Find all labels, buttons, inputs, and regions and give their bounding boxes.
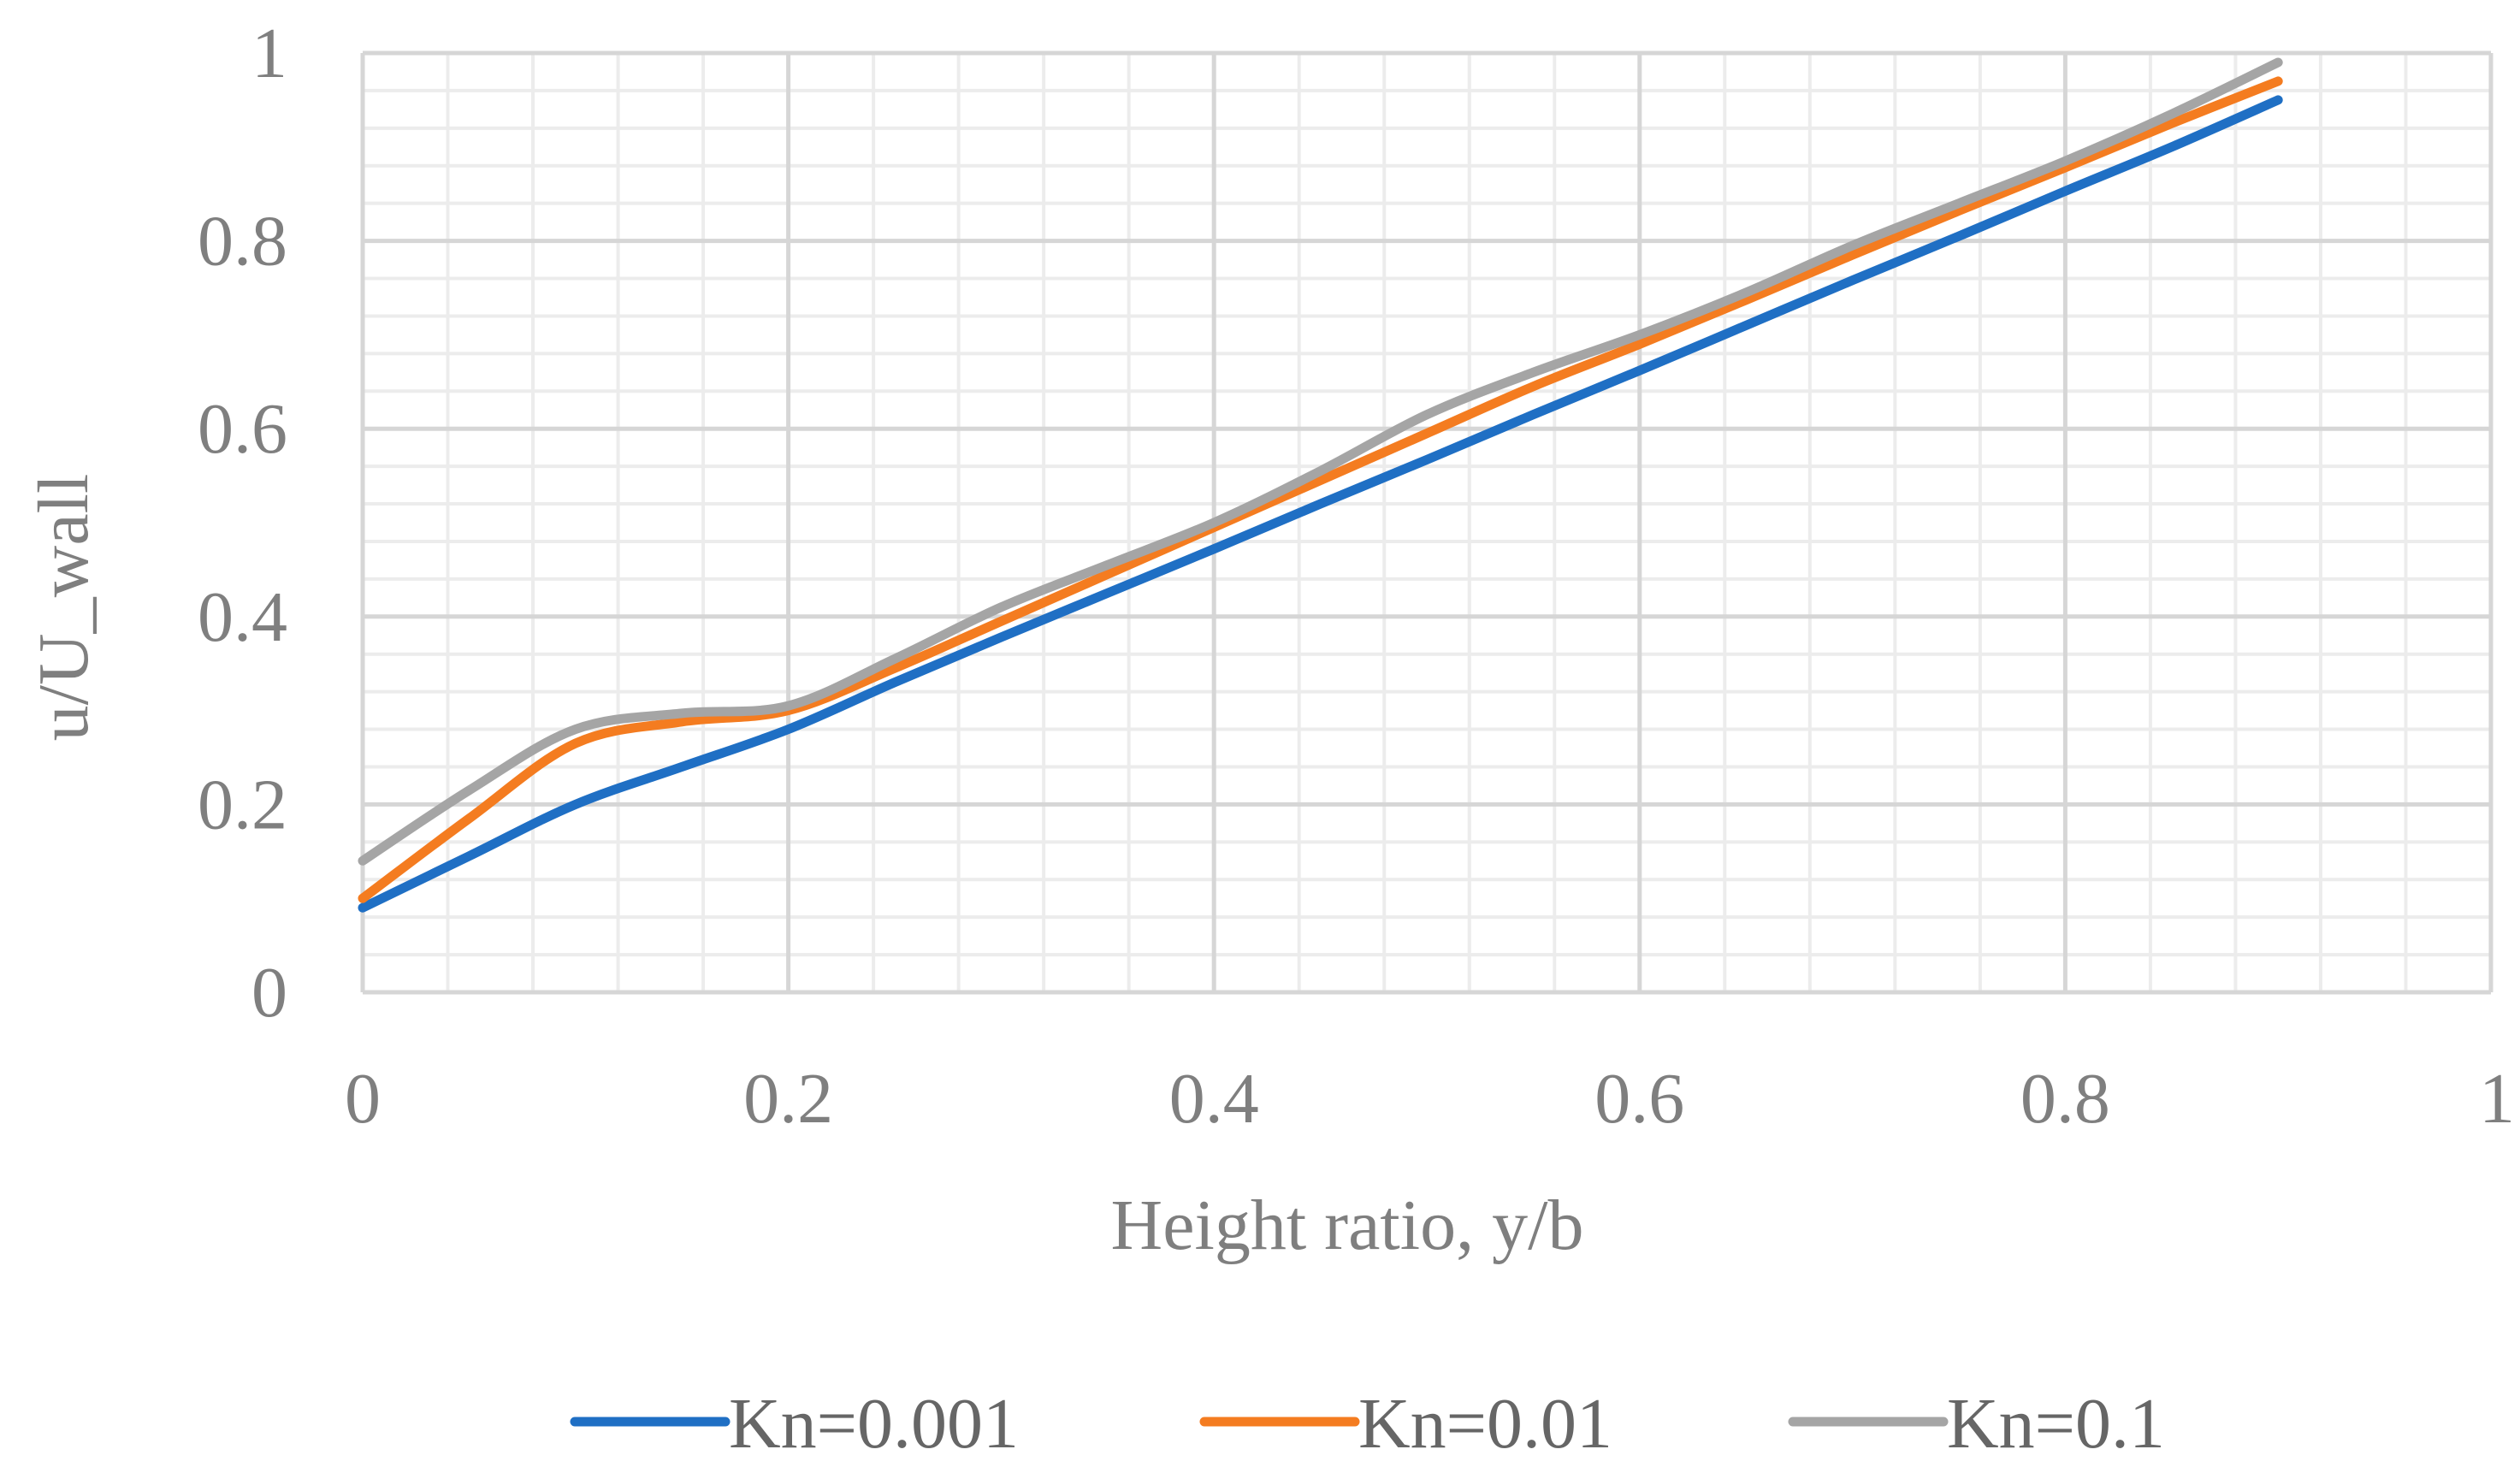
major-gridlines: [360, 50, 2493, 995]
y-tick-label: 0.4: [198, 577, 287, 657]
y-tick-label: 1: [251, 14, 287, 93]
x-tick-label: 0.4: [1169, 1059, 1259, 1139]
x-tick-label: 1: [2479, 1059, 2515, 1139]
y-axis-title: u/U_wall: [24, 474, 104, 742]
x-tick-label: 0.8: [2020, 1059, 2110, 1139]
series-line-kn-0-001: [358, 95, 2283, 913]
x-axis-ticks: 0 0.2 0.4 0.6 0.8 1: [345, 1059, 2515, 1139]
legend-label-kn-0-001: Kn=0.001: [729, 1384, 1019, 1464]
x-axis-title: Height ratio, y/b: [1111, 1186, 1584, 1265]
x-tick-label: 0.6: [1594, 1059, 1684, 1139]
y-tick-label: 0.8: [198, 202, 287, 281]
series-lines: [358, 57, 2283, 913]
legend-label-kn-0-1: Kn=0.1: [1947, 1384, 2165, 1464]
y-tick-label: 0.2: [198, 765, 287, 844]
legend-label-kn-0-01: Kn=0.01: [1358, 1384, 1612, 1464]
series-line-kn-0-01: [358, 76, 2283, 903]
legend: Kn=0.001 Kn=0.01 Kn=0.1: [570, 1384, 2165, 1464]
y-tick-label: 0.6: [198, 389, 287, 469]
series-line-kn-0-1: [358, 57, 2283, 866]
x-tick-label: 0: [345, 1059, 381, 1139]
minor-gridlines: [363, 53, 2491, 992]
y-tick-label: 0: [251, 953, 287, 1032]
x-tick-label: 0.2: [743, 1059, 833, 1139]
y-axis-ticks: 0 0.2 0.4 0.6 0.8 1: [198, 14, 287, 1032]
